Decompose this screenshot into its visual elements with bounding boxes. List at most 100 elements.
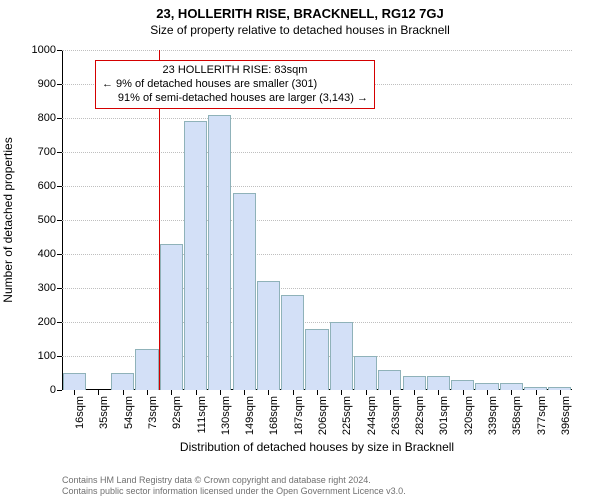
- annotation-line-3: 91% of semi-detached houses are larger (…: [102, 92, 368, 106]
- xtick-label: 168sqm: [268, 396, 280, 435]
- histogram-bar: [257, 281, 280, 390]
- ytick-label: 800: [38, 112, 56, 124]
- xtick-mark: [244, 390, 245, 395]
- xtick-mark: [196, 390, 197, 395]
- histogram-bar: [208, 115, 231, 390]
- xtick-mark: [74, 390, 75, 395]
- ytick-mark: [57, 288, 62, 289]
- xtick-mark: [536, 390, 537, 395]
- xtick-mark: [487, 390, 488, 395]
- ytick-label: 1000: [32, 44, 56, 56]
- xtick-mark: [463, 390, 464, 395]
- ytick-label: 0: [50, 384, 56, 396]
- gridline-h: [62, 288, 572, 289]
- histogram-bar: [500, 383, 523, 390]
- ytick-mark: [57, 322, 62, 323]
- ytick-label: 600: [38, 180, 56, 192]
- histogram-bar: [160, 244, 183, 390]
- y-axis-label: Number of detached properties: [1, 137, 15, 302]
- gridline-h: [62, 50, 572, 51]
- footer-attribution: Contains HM Land Registry data © Crown c…: [62, 475, 572, 496]
- xtick-label: 206sqm: [317, 396, 329, 435]
- ytick-mark: [57, 390, 62, 391]
- xtick-mark: [171, 390, 172, 395]
- ytick-mark: [57, 186, 62, 187]
- xtick-label: 263sqm: [390, 396, 402, 435]
- gridline-h: [62, 152, 572, 153]
- ytick-label: 100: [38, 350, 56, 362]
- ytick-mark: [57, 118, 62, 119]
- xtick-label: 396sqm: [560, 396, 572, 435]
- xtick-label: 244sqm: [366, 396, 378, 435]
- xtick-mark: [341, 390, 342, 395]
- ytick-mark: [57, 254, 62, 255]
- ytick-mark: [57, 356, 62, 357]
- xtick-label: 301sqm: [438, 396, 450, 435]
- histogram-bar: [305, 329, 328, 390]
- ytick-label: 700: [38, 146, 56, 158]
- ytick-label: 500: [38, 214, 56, 226]
- ytick-label: 900: [38, 78, 56, 90]
- xtick-mark: [147, 390, 148, 395]
- xtick-label: 54sqm: [123, 396, 135, 429]
- histogram-bar: [403, 376, 426, 390]
- xtick-label: 73sqm: [147, 396, 159, 429]
- xtick-mark: [414, 390, 415, 395]
- plot-area: 0100200300400500600700800900100016sqm35s…: [62, 50, 572, 390]
- xtick-label: 149sqm: [244, 396, 256, 435]
- histogram-bar: [63, 373, 86, 390]
- footer-line-1: Contains HM Land Registry data © Crown c…: [62, 475, 572, 485]
- xtick-mark: [268, 390, 269, 395]
- histogram-bar: [233, 193, 256, 390]
- xtick-mark: [511, 390, 512, 395]
- ytick-label: 400: [38, 248, 56, 260]
- x-axis-label: Distribution of detached houses by size …: [62, 440, 572, 454]
- xtick-mark: [123, 390, 124, 395]
- histogram-bar: [135, 349, 158, 390]
- xtick-label: 187sqm: [293, 396, 305, 435]
- xtick-mark: [98, 390, 99, 395]
- annotation-line-2: ← 9% of detached houses are smaller (301…: [102, 78, 368, 92]
- xtick-label: 282sqm: [414, 396, 426, 435]
- histogram-bar: [427, 376, 450, 390]
- xtick-label: 358sqm: [511, 396, 523, 435]
- ytick-label: 200: [38, 316, 56, 328]
- annotation-line-1: 23 HOLLERITH RISE: 83sqm: [102, 64, 368, 78]
- histogram-bar: [475, 383, 498, 390]
- footer-line-2: Contains public sector information licen…: [62, 486, 572, 496]
- ytick-mark: [57, 50, 62, 51]
- annotation-box: 23 HOLLERITH RISE: 83sqm← 9% of detached…: [95, 60, 375, 109]
- histogram-bar: [184, 121, 207, 390]
- gridline-h: [62, 118, 572, 119]
- xtick-label: 35sqm: [98, 396, 110, 429]
- histogram-bar: [111, 373, 134, 390]
- ytick-mark: [57, 152, 62, 153]
- xtick-label: 225sqm: [341, 396, 353, 435]
- histogram-bar: [281, 295, 304, 390]
- ytick-label: 300: [38, 282, 56, 294]
- xtick-label: 339sqm: [487, 396, 499, 435]
- ytick-mark: [57, 84, 62, 85]
- page-title: 23, HOLLERITH RISE, BRACKNELL, RG12 7GJ: [0, 0, 600, 21]
- gridline-h: [62, 254, 572, 255]
- xtick-mark: [438, 390, 439, 395]
- chart-subtitle: Size of property relative to detached ho…: [0, 21, 600, 37]
- xtick-mark: [317, 390, 318, 395]
- xtick-label: 320sqm: [463, 396, 475, 435]
- gridline-h: [62, 220, 572, 221]
- gridline-h: [62, 322, 572, 323]
- xtick-label: 111sqm: [196, 396, 208, 434]
- xtick-label: 16sqm: [74, 396, 86, 429]
- xtick-mark: [390, 390, 391, 395]
- histogram-bar: [378, 370, 401, 390]
- xtick-label: 92sqm: [171, 396, 183, 429]
- chart-container: 23, HOLLERITH RISE, BRACKNELL, RG12 7GJ …: [0, 0, 600, 500]
- ytick-mark: [57, 220, 62, 221]
- xtick-mark: [293, 390, 294, 395]
- histogram-bar: [330, 322, 353, 390]
- histogram-bar: [451, 380, 474, 390]
- xtick-label: 130sqm: [220, 396, 232, 435]
- gridline-h: [62, 186, 572, 187]
- xtick-mark: [560, 390, 561, 395]
- histogram-bar: [354, 356, 377, 390]
